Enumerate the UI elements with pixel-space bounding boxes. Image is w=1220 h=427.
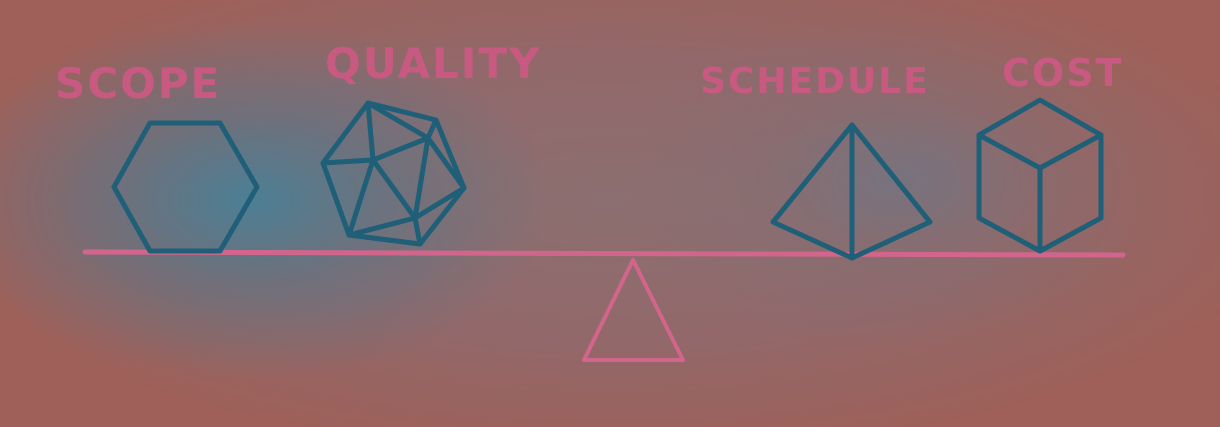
seesaw-beam (82, 249, 1126, 258)
schedule-label: SCHEDULE (700, 61, 930, 102)
scope-label: SCOPE (55, 59, 221, 108)
cost-label: COST (1002, 51, 1123, 95)
icosahedron-shape (320, 100, 467, 247)
hexagon-shape (111, 120, 260, 254)
quality-label: QUALITY (325, 39, 541, 88)
fulcrum-triangle (582, 258, 685, 362)
cube-shape (976, 97, 1104, 254)
tetrahedron-shape (770, 122, 933, 261)
